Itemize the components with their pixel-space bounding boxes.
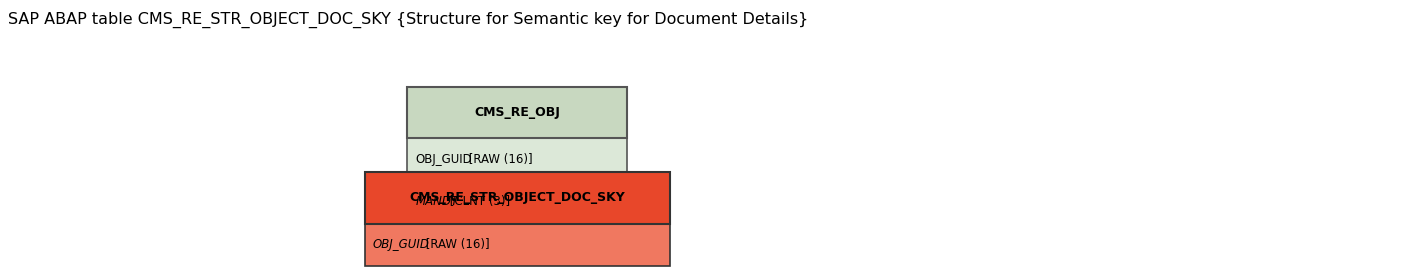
Bar	[408, 138, 626, 180]
Bar	[408, 180, 626, 222]
Text: MANDT: MANDT	[415, 195, 458, 208]
Text: [CLNT (3)]: [CLNT (3)]	[446, 195, 510, 208]
Text: SAP ABAP table CMS_RE_STR_OBJECT_DOC_SKY {Structure for Semantic key for Documen: SAP ABAP table CMS_RE_STR_OBJECT_DOC_SKY…	[9, 12, 808, 28]
Bar	[364, 224, 669, 266]
Text: [RAW (16)]: [RAW (16)]	[465, 153, 533, 166]
Text: OBJ_GUID: OBJ_GUID	[415, 153, 472, 166]
Text: CMS_RE_OBJ: CMS_RE_OBJ	[475, 106, 560, 119]
Bar	[364, 172, 669, 224]
Text: CMS_RE_STR_OBJECT_DOC_SKY: CMS_RE_STR_OBJECT_DOC_SKY	[410, 191, 625, 204]
Bar	[408, 87, 626, 138]
Text: [RAW (16)]: [RAW (16)]	[422, 238, 490, 251]
Text: OBJ_GUID: OBJ_GUID	[373, 238, 429, 251]
